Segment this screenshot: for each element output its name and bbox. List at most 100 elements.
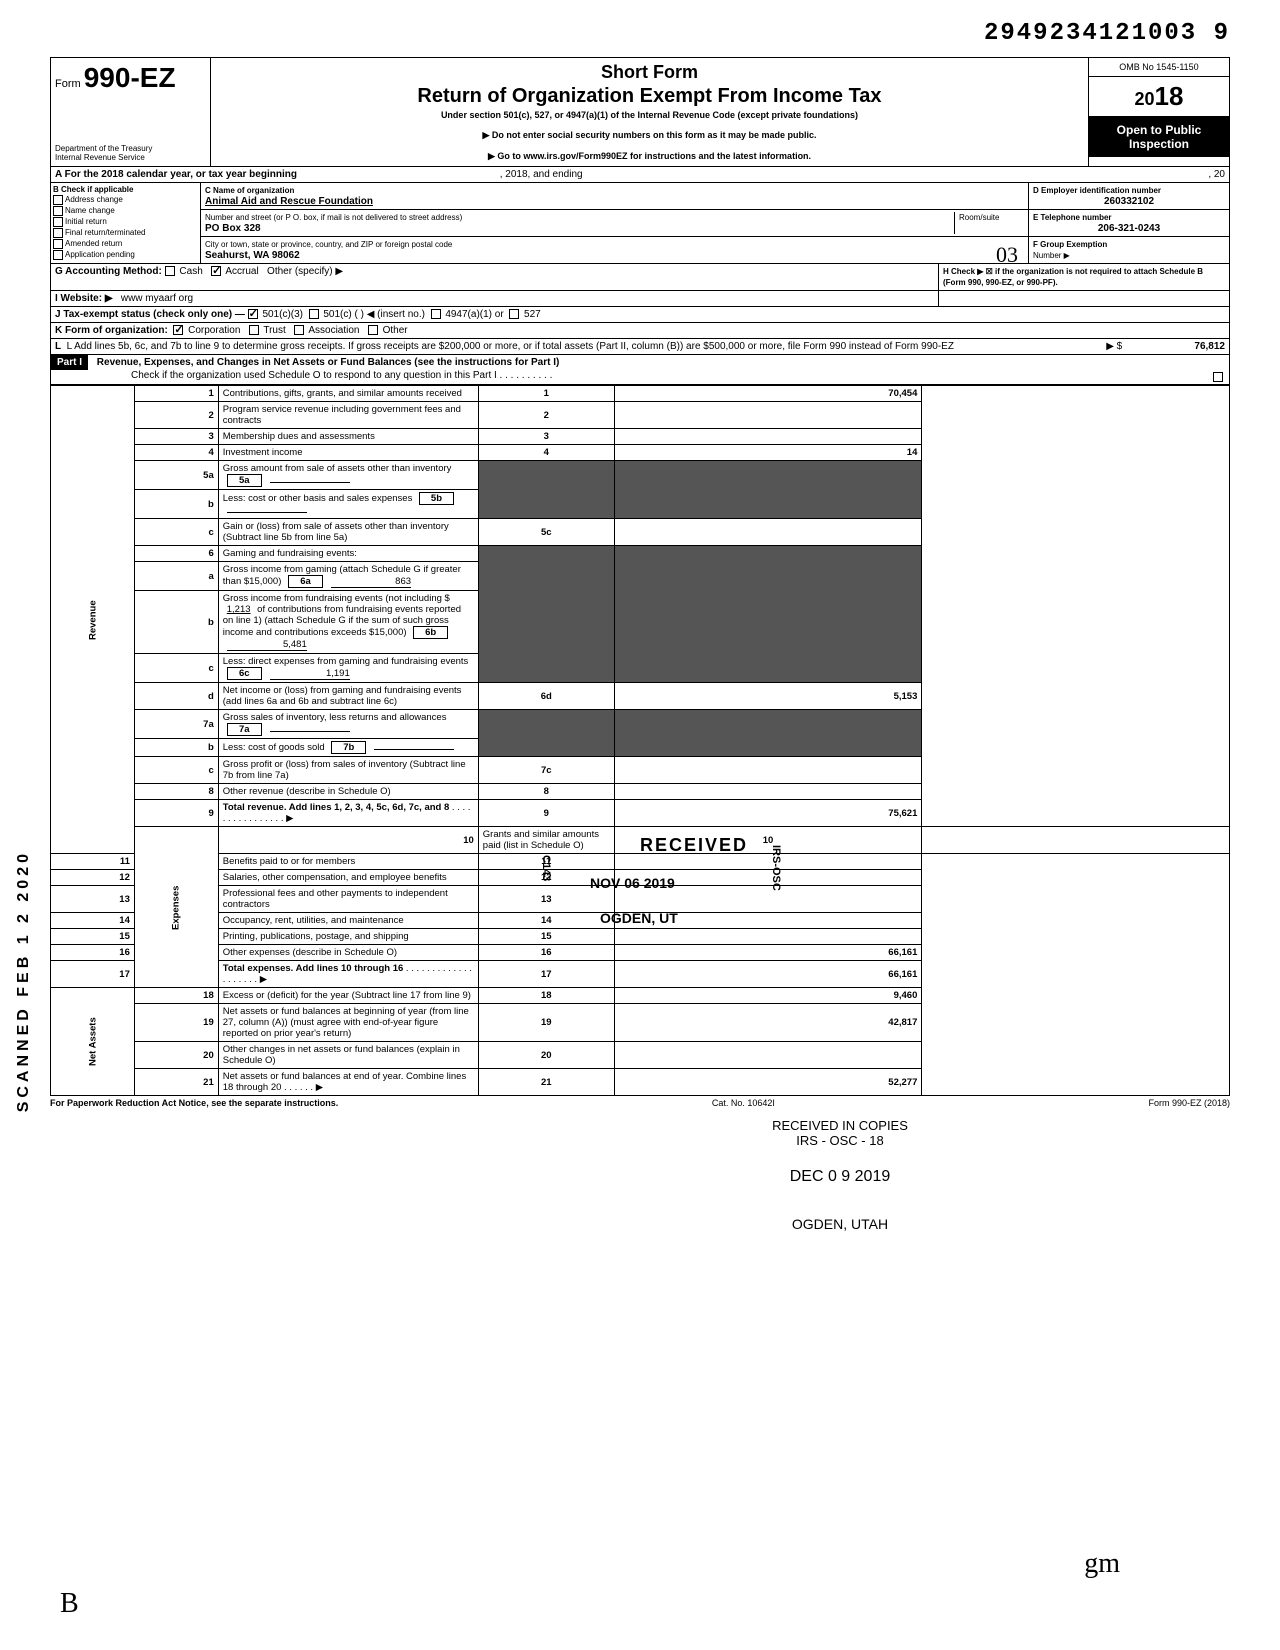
- section-a-end: , 20: [1208, 169, 1225, 180]
- lbl-trust: Trust: [263, 325, 285, 336]
- line-5c-text: Gain or (loss) from sale of assets other…: [223, 521, 449, 543]
- line-17-no: 17: [478, 961, 614, 988]
- line-6a-subno: 6a: [288, 575, 323, 588]
- form-subtitle: Under section 501(c), 527, or 4947(a)(1)…: [215, 110, 1084, 120]
- line-7b-subno: 7b: [331, 741, 366, 754]
- open-public-label: Open to Public Inspection: [1089, 117, 1229, 157]
- handwritten-city-suffix: 03: [996, 242, 1018, 268]
- line-6c-subno: 6c: [227, 667, 262, 680]
- revenue-label: Revenue: [51, 386, 135, 854]
- chk-application-pending[interactable]: [53, 250, 63, 260]
- section-b-title: B Check if applicable: [53, 185, 198, 194]
- street-label: Number and street (or P O. box, if mail …: [205, 213, 462, 222]
- chk-527[interactable]: [509, 309, 519, 319]
- line-5a-text: Gross amount from sale of assets other t…: [223, 463, 452, 474]
- chk-initial-return[interactable]: [53, 217, 63, 227]
- chk-schedule-o[interactable]: [1213, 372, 1223, 382]
- identity-block: B Check if applicable Address change Nam…: [50, 183, 1230, 264]
- line-1-val: 70,454: [614, 386, 922, 402]
- line-5c-no: 5c: [478, 519, 614, 546]
- chk-name-change[interactable]: [53, 206, 63, 216]
- chk-amended-return[interactable]: [53, 239, 63, 249]
- section-d-label: D Employer identification number: [1033, 186, 1161, 195]
- c143-stamp: C143: [540, 855, 552, 881]
- section-f-label: F Group Exemption: [1033, 240, 1107, 249]
- chk-address-change[interactable]: [53, 195, 63, 205]
- chk-association[interactable]: [294, 325, 304, 335]
- department-label: Department of the Treasury Internal Reve…: [55, 144, 206, 162]
- chk-501c3[interactable]: [248, 309, 258, 319]
- section-e-label: E Telephone number: [1033, 213, 1112, 222]
- lbl-other-method: Other (specify) ▶: [267, 266, 343, 277]
- chk-corporation[interactable]: [173, 325, 183, 335]
- section-j-label: J Tax-exempt status (check only one) —: [55, 309, 245, 320]
- section-f-sublabel: Number ▶: [1033, 251, 1070, 260]
- part1-title: Revenue, Expenses, and Changes in Net As…: [97, 357, 560, 368]
- expenses-label: Expenses: [134, 827, 218, 988]
- nov-date-stamp: NOV 06 2019: [590, 875, 675, 891]
- form-title-short: Short Form: [215, 62, 1084, 83]
- line-12-text: Salaries, other compensation, and employ…: [223, 872, 447, 883]
- line-16-text: Other expenses (describe in Schedule O): [223, 947, 397, 958]
- chk-final-return[interactable]: [53, 228, 63, 238]
- form-number: Form 990-EZ: [55, 62, 206, 94]
- lbl-other-org: Other: [383, 325, 408, 336]
- lbl-initial-return: Initial return: [65, 217, 107, 226]
- section-i-label: I Website: ▶: [55, 293, 113, 304]
- line-5b-text: Less: cost or other basis and sales expe…: [223, 493, 413, 504]
- ogden-utah-stamp: OGDEN, UTAH: [450, 1216, 1230, 1232]
- line-8-text: Other revenue (describe in Schedule O): [223, 786, 391, 797]
- section-a-mid: , 2018, and ending: [500, 169, 583, 180]
- line-5c-val: [614, 519, 922, 546]
- line-6b-text: Gross income from fundraising events (no…: [223, 593, 450, 604]
- section-a-row: A For the 2018 calendar year, or tax yea…: [50, 167, 1230, 183]
- city-label: City or town, state or province, country…: [205, 240, 452, 249]
- footer-center: Cat. No. 10642I: [712, 1098, 775, 1108]
- line-8-no: 8: [478, 784, 614, 800]
- line-19-no: 19: [478, 1004, 614, 1042]
- lbl-final-return: Final return/terminated: [65, 228, 145, 237]
- line-10-text: Grants and similar amounts paid (list in…: [483, 829, 599, 851]
- received-copies-stamp: RECEIVED IN COPIES: [450, 1118, 1230, 1133]
- line-3-val: [614, 429, 922, 445]
- chk-cash[interactable]: [165, 266, 175, 276]
- section-k-label: K Form of organization:: [55, 325, 168, 336]
- chk-501c[interactable]: [309, 309, 319, 319]
- line-8-val: [614, 784, 922, 800]
- initial-left: B: [60, 1588, 79, 1620]
- line-20-text: Other changes in net assets or fund bala…: [223, 1044, 460, 1066]
- line-5a-subval: [270, 482, 350, 483]
- chk-trust[interactable]: [249, 325, 259, 335]
- lbl-cash: Cash: [179, 266, 202, 277]
- street-value: PO Box 328: [205, 223, 261, 234]
- line-6b-subval: 5,481: [227, 639, 307, 651]
- chk-4947[interactable]: [431, 309, 441, 319]
- line-6a-subval: 863: [331, 576, 411, 588]
- lbl-501c: 501(c) ( ) ◀ (insert no.): [323, 309, 425, 320]
- line-1-text: Contributions, gifts, grants, and simila…: [223, 388, 462, 399]
- line-2-val: [614, 402, 922, 429]
- lbl-address-change: Address change: [65, 195, 123, 204]
- line-3-no: 3: [478, 429, 614, 445]
- dec-date-stamp: DEC 0 9 2019: [450, 1168, 1230, 1186]
- lbl-501c3: 501(c)(3): [262, 309, 303, 320]
- line-18-no: 18: [478, 988, 614, 1004]
- chk-accrual[interactable]: [211, 266, 221, 276]
- city-value: Seahurst, WA 98062: [205, 250, 300, 261]
- line-6b-subno: 6b: [413, 626, 448, 639]
- line-2-text: Program service revenue including govern…: [223, 404, 461, 426]
- part1-table: Revenue 1Contributions, gifts, grants, a…: [50, 385, 1230, 1096]
- chk-other-org[interactable]: [368, 325, 378, 335]
- section-b: B Check if applicable Address change Nam…: [51, 183, 201, 263]
- tax-year: 20201818: [1089, 77, 1229, 117]
- line-14-no: 14: [478, 913, 614, 929]
- line-6d-val: 5,153: [614, 683, 922, 710]
- instruction-1: ▶ Do not enter social security numbers o…: [215, 130, 1084, 141]
- line-4-no: 4: [478, 445, 614, 461]
- received-stamp-1: RECEIVED: [640, 835, 748, 856]
- footer-left: For Paperwork Reduction Act Notice, see …: [50, 1098, 338, 1108]
- section-l-arrow: ▶ $: [1106, 341, 1122, 352]
- line-16-val: 66,161: [614, 945, 922, 961]
- line-17-text: Total expenses. Add lines 10 through 16: [223, 963, 404, 974]
- received-copies-block: RECEIVED IN COPIES IRS - OSC - 18 DEC 0 …: [50, 1118, 1230, 1232]
